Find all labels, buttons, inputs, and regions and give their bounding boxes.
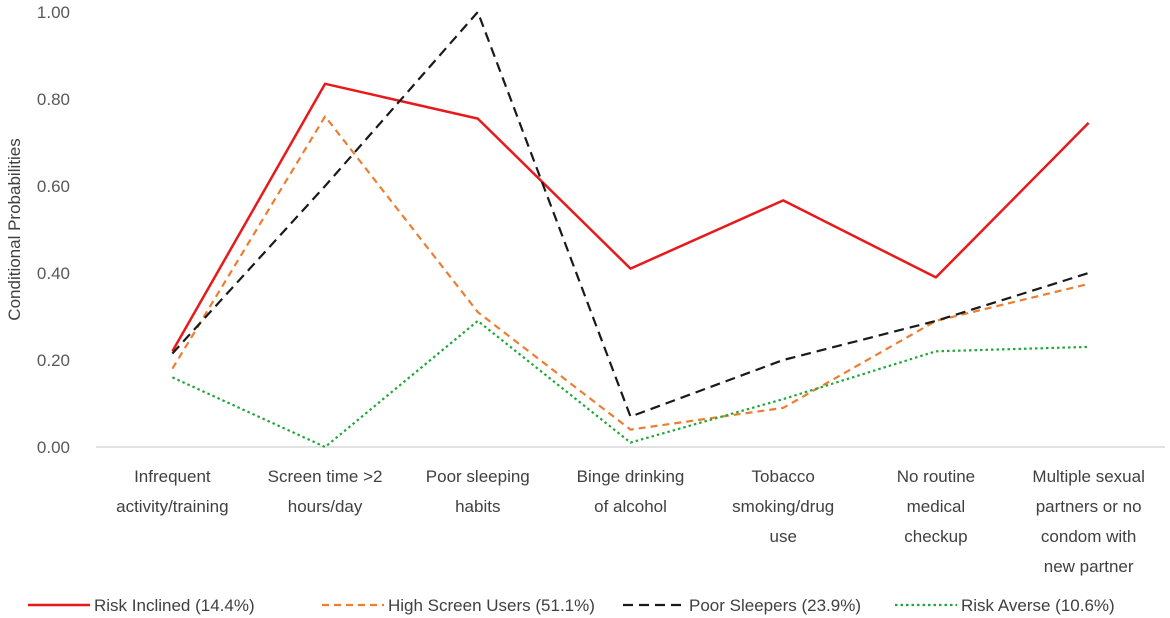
y-tick-label: 0.40: [37, 264, 70, 283]
y-axis-ticks: 0.00 0.20 0.40 0.60 0.80 1.00: [37, 3, 70, 457]
x-category-label: Tobacco smoking/drug use: [732, 467, 834, 546]
legend-label: Risk Inclined (14.4%): [94, 596, 255, 615]
y-tick-label: 0.00: [37, 438, 70, 457]
y-tick-label: 0.80: [37, 90, 70, 109]
legend-label: Poor Sleepers (23.9%): [689, 596, 861, 615]
x-category-label: No routine medical checkup: [897, 467, 975, 546]
legend: Risk Inclined (14.4%) High Screen Users (…: [28, 596, 1115, 615]
y-tick-label: 1.00: [37, 3, 70, 22]
series-line: [171, 82, 1090, 352]
x-category-label: Binge drinking of alcohol: [577, 467, 685, 516]
series-lines: [171, 10, 1090, 449]
series-line: [171, 319, 1089, 449]
x-category-label: Multiple sexual partners or no condom with…: [1032, 467, 1144, 576]
series-line: [171, 10, 1089, 418]
x-category-label: Poor sleeping habits: [426, 467, 530, 516]
x-category-label: Screen time >2 hours/day: [268, 467, 383, 516]
y-tick-label: 0.20: [37, 351, 70, 370]
legend-label: Risk Averse (10.6%): [961, 596, 1115, 615]
legend-label: High Screen Users (51.1%): [388, 596, 595, 615]
series-line: [171, 115, 1089, 431]
x-axis-categories: Infrequent activity/training Screen time >…: [116, 467, 1145, 576]
y-axis-title-group: Conditional Probabilities: [5, 138, 24, 320]
x-category-label: Infrequent activity/training: [116, 467, 228, 516]
y-tick-label: 0.60: [37, 177, 70, 196]
y-axis-title: Conditional Probabilities: [5, 138, 24, 320]
